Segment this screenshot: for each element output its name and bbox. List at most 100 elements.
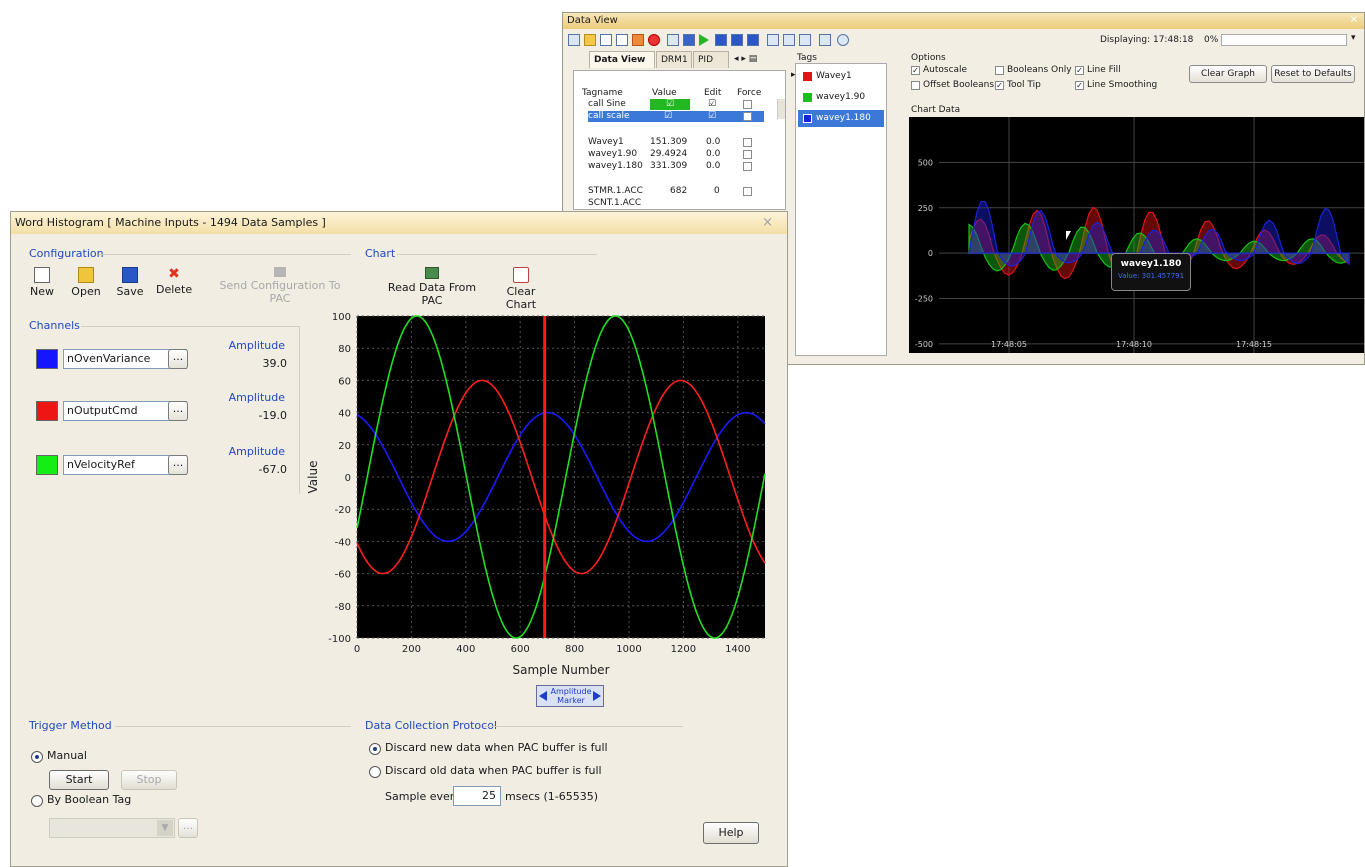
view-icon[interactable] [767,34,779,46]
boolean-tag-browse-button[interactable]: ... [178,818,198,838]
skip-icon[interactable] [747,34,759,46]
tag-item-wavey1[interactable]: Wavey1 [798,68,884,85]
table-row[interactable]: wavey1.90 29.4924 0.0 [588,149,764,160]
collapse-arrow-icon[interactable]: ▸ [791,70,796,80]
discard-old-radio[interactable] [369,766,381,778]
discard-new-radio[interactable] [369,743,381,755]
tab-pid[interactable]: PID W [693,51,729,82]
start-button[interactable]: Start [49,770,109,790]
force-checkbox[interactable] [743,112,752,121]
copy-icon[interactable] [616,34,628,46]
stop-icon[interactable] [648,34,660,46]
by-boolean-tag-radio[interactable] [31,795,43,807]
channel-browse-button[interactable]: ... [168,401,188,421]
row-edit[interactable]: 0.0 [706,161,721,171]
window-close-icon[interactable]: × [762,215,773,230]
tab-data-view-1[interactable]: Data View 1 × [589,51,655,82]
row-edit[interactable]: 0 [714,186,720,196]
series-line-nVelocityRef [356,315,766,639]
offset-booleans-checkbox[interactable] [911,81,920,90]
x-tick-label: 800 [565,644,584,655]
tool-tip-checkbox[interactable]: ✓ [995,81,1004,90]
x-tick-label: 200 [402,644,421,655]
line-fill-checkbox[interactable]: ✓ [1075,66,1084,75]
grid-header-value: Value [652,88,677,98]
force-checkbox[interactable] [743,150,752,159]
send-configuration-button[interactable]: Send Configuration To PAC [214,267,346,305]
amplitude-value: 39.0 [262,357,288,370]
boolean-tag-select[interactable]: ▼ [49,818,175,838]
x-axis-label: Sample Number [512,663,609,677]
row-edit[interactable]: ☑ [708,99,717,109]
configuration-label: Configuration [29,247,104,260]
row-edit[interactable]: 0.0 [706,149,721,159]
row-edit[interactable]: ☑ [708,111,717,121]
row-edit[interactable]: 0.0 [706,137,721,147]
grid-scrollbar[interactable] [777,99,785,119]
help-button[interactable]: Help [703,822,759,844]
blank-page-icon[interactable] [600,34,612,46]
edit-icon[interactable] [584,34,596,46]
row-value[interactable]: ☑ [664,111,673,121]
tags-label: Tags [797,53,817,63]
marker-left-arrow-icon[interactable] [539,691,547,701]
clear-graph-button[interactable]: Clear Graph [1189,65,1267,83]
save-button[interactable]: Save [115,267,145,298]
export-icon[interactable] [632,34,644,46]
reset-defaults-button[interactable]: Reset to Defaults [1271,65,1355,83]
force-checkbox[interactable] [743,187,752,196]
table-row[interactable]: STMR.1.ACC 682 0 [588,186,764,197]
force-checkbox[interactable] [743,138,752,147]
settings-icon[interactable] [819,34,831,46]
manual-radio[interactable] [31,751,43,763]
force-checkbox[interactable] [743,162,752,171]
table-icon[interactable] [667,34,679,46]
tab-scroll-controls[interactable]: ◂ ▸ ▤ [734,54,758,64]
clear-chart-button[interactable]: Clear Chart [491,267,551,311]
y-tick-label: -60 [335,570,351,581]
view-split-icon[interactable] [783,34,795,46]
play-icon[interactable] [699,34,709,46]
tag-item-wavey1-180[interactable]: wavey1.180 [798,110,884,127]
table-row[interactable]: call scale ☑ ☑ [588,111,764,122]
sample-interval-input[interactable]: 25 [453,786,501,806]
dropdown-arrow-icon[interactable]: ▾ [1351,33,1356,43]
save-icon[interactable] [683,34,695,46]
tab-drm1[interactable]: DRM1 [656,51,692,68]
line-smoothing-checkbox[interactable]: ✓ [1075,81,1084,90]
stop-button[interactable]: Stop [121,770,177,790]
booleans-only-checkbox[interactable] [995,66,1004,75]
table-row[interactable]: Wavey1 151.309 0.0 [588,137,764,148]
amplitude-marker-control[interactable]: Amplitude Marker [536,685,604,707]
new-file-icon [34,267,50,283]
data-view-close-icon[interactable]: × [1349,14,1358,25]
marker-right-arrow-icon[interactable] [593,691,601,701]
help-icon[interactable] [837,34,849,46]
fast-forward-icon[interactable] [731,34,743,46]
sample-every-label: Sample every [385,790,461,803]
row-value[interactable]: ☑ [650,99,690,110]
clear-chart-icon [513,267,529,283]
view-chart-icon[interactable] [799,34,811,46]
channel-color-swatch[interactable] [36,401,58,421]
open-button[interactable]: Open [69,267,103,298]
chevron-down-icon[interactable]: ▼ [157,820,173,836]
new-button[interactable]: New [28,267,56,298]
grid-icon[interactable] [568,34,580,46]
delete-button[interactable]: ✖ Delete [156,267,192,296]
read-data-button[interactable]: Read Data From PAC [378,267,486,307]
channel-color-swatch[interactable] [36,349,58,369]
channel-browse-button[interactable]: ... [168,349,188,369]
tag-item-wavey1-90[interactable]: wavey1.90 [798,89,884,106]
table-row[interactable]: wavey1.180 331.309 0.0 [588,161,764,172]
data-view-chart[interactable]: 500 250 0 -250 -500 17:48:05 17:48:10 17:48:15 [909,117,1364,353]
x-tick-label: 17:48:05 [991,340,1027,349]
table-row[interactable]: SCNT.1.ACC [588,198,764,209]
autoscale-checkbox[interactable]: ✓ [911,66,920,75]
pause-icon[interactable] [715,34,727,46]
channel-browse-button[interactable]: ... [168,455,188,475]
table-row[interactable]: call Sine ☑ ☑ [588,99,764,110]
channel-color-swatch[interactable] [36,455,58,475]
force-checkbox[interactable] [743,100,752,109]
